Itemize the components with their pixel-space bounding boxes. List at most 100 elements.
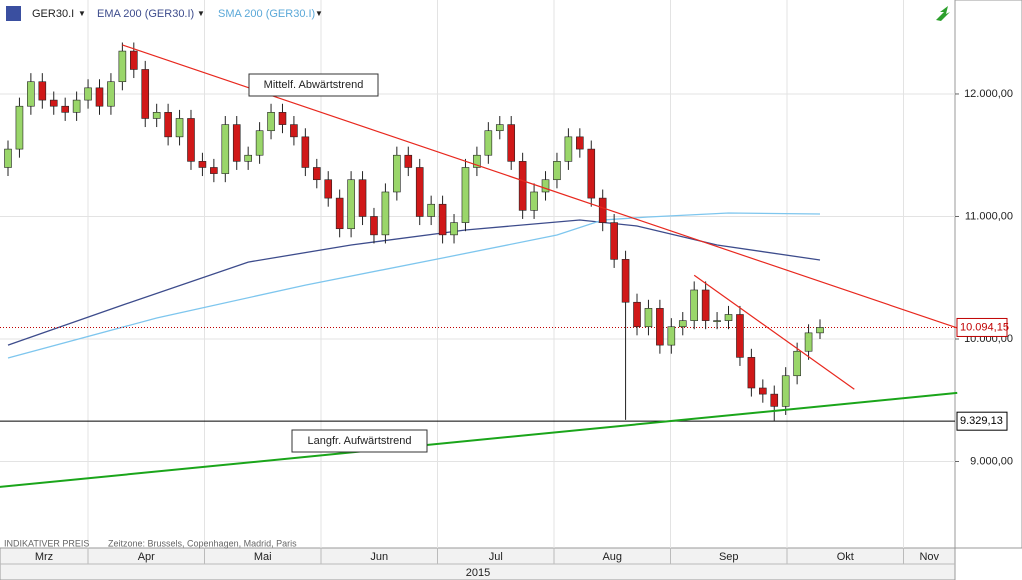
candle-body	[393, 154, 401, 193]
candle-body	[130, 50, 138, 70]
candle-body	[15, 105, 24, 150]
x-tick-label: Nov	[919, 551, 939, 563]
legend-sma[interactable]: SMA 200 (GER30.I)	[218, 8, 315, 20]
candle-body	[164, 112, 172, 138]
footer-price-note: INDIKATIVER PREIS	[4, 538, 89, 548]
candle-body	[633, 301, 641, 328]
candle-body	[541, 179, 550, 193]
plot: Mittelf. Abwärtstrend Langfr. Aufwärtstre…	[0, 42, 958, 488]
footer-timezone: Zeitzone: Brussels, Copenhagen, Madrid, …	[108, 538, 297, 548]
candle-body	[324, 179, 333, 199]
candle-body	[175, 118, 184, 138]
candle-body	[370, 216, 378, 236]
x-tick-label: Jul	[489, 551, 503, 563]
annotation: Langfr. Aufwärtstrend	[308, 435, 412, 447]
year-label: 2015	[466, 567, 490, 579]
candle-body	[507, 124, 516, 162]
x-tick-label: Jun	[370, 551, 388, 563]
x-tick-label: Aug	[602, 551, 622, 563]
dropdown-arrow[interactable]: ▼	[78, 9, 86, 18]
candle-body	[347, 179, 355, 230]
candle-body	[210, 167, 218, 174]
candle-body	[415, 167, 424, 217]
candle-body	[84, 87, 92, 101]
annotation-box	[291, 429, 428, 453]
candle-body	[450, 222, 458, 236]
candle-body	[312, 167, 321, 181]
candle-body	[713, 320, 721, 322]
price-label: 10.094,15	[960, 321, 1009, 333]
x-tick-label: Mrz	[35, 551, 53, 563]
price-axis-panel	[954, 0, 1022, 549]
candle-body	[187, 118, 195, 162]
candle-body	[198, 161, 207, 168]
candle-body	[610, 222, 618, 260]
candle-body	[118, 50, 127, 83]
y-tick-label: 9.000,00	[970, 455, 1013, 467]
candle-body	[427, 203, 435, 217]
candle-body	[736, 314, 744, 358]
candle-body	[518, 161, 527, 211]
candle-body	[438, 203, 447, 236]
candle-body	[781, 375, 790, 407]
candle-body	[621, 259, 630, 303]
annotation-box	[248, 73, 379, 97]
candle-body	[38, 81, 47, 101]
dropdown-arrow[interactable]: ▼	[197, 9, 205, 18]
dropdown-arrow[interactable]: ▼	[315, 9, 323, 18]
x-tick-label: Mai	[254, 551, 272, 563]
candle-body	[290, 124, 298, 138]
candle-body	[598, 197, 607, 223]
candle-body	[278, 112, 287, 125]
candle-body	[72, 99, 81, 113]
moving-average-line	[7, 212, 821, 359]
y-tick-label: 12.000,00	[964, 88, 1013, 100]
legend-ema[interactable]: EMA 200 (GER30.I)	[97, 8, 194, 20]
candle-body	[484, 130, 493, 156]
x-tick-label: Okt	[837, 551, 854, 563]
candle-body	[4, 148, 12, 168]
candle-body	[793, 350, 801, 377]
candle-body	[301, 136, 310, 168]
trendline	[0, 391, 958, 488]
annotation: Mittelf. Abwärtstrend	[264, 79, 364, 91]
price-label: 9.329,13	[960, 415, 1003, 427]
candle-body	[267, 112, 275, 132]
candle-body	[244, 154, 252, 162]
candle-body	[473, 154, 481, 168]
candle-body	[759, 387, 767, 395]
candle-body	[724, 314, 733, 321]
candle-body	[141, 69, 150, 119]
candle-body	[255, 130, 264, 156]
candle-body	[61, 105, 69, 113]
candle-body	[27, 81, 35, 107]
candle-body	[335, 197, 344, 230]
trendline	[693, 274, 855, 390]
candle-body	[553, 161, 561, 181]
candle-body	[690, 289, 698, 321]
candle-body	[667, 326, 676, 346]
legend-instrument[interactable]: GER30.I	[32, 8, 74, 20]
candle-body	[804, 332, 813, 352]
candle-body	[95, 87, 104, 107]
price-label-box	[956, 317, 1008, 337]
candle-body	[701, 289, 710, 321]
grid	[0, 0, 955, 548]
candle-body	[232, 124, 241, 162]
instrument-icon[interactable]	[6, 6, 21, 21]
candle-body	[152, 112, 161, 119]
candle-body	[576, 136, 584, 150]
candle-body	[221, 124, 230, 174]
candle-body	[656, 308, 664, 346]
price-label-box	[956, 411, 1008, 431]
candle-body	[107, 81, 115, 107]
candle-body	[404, 154, 413, 168]
status-icon	[936, 6, 950, 21]
candle-body	[747, 357, 756, 389]
candle-body	[381, 191, 390, 236]
candle-body	[530, 191, 538, 211]
y-tick-label: 11.000,00	[965, 210, 1013, 222]
candle-body	[678, 320, 687, 328]
